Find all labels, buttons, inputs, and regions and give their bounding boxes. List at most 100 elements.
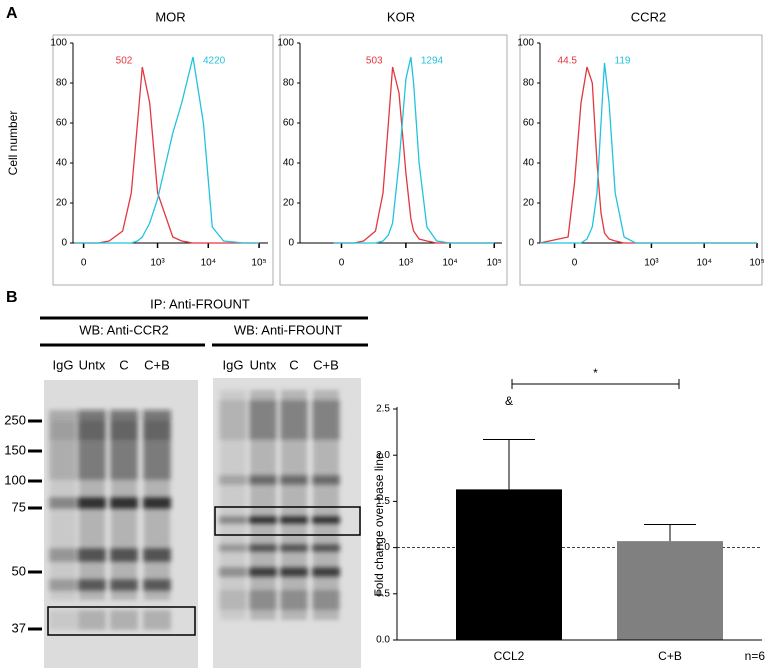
band — [78, 548, 106, 562]
panel-frame — [279, 34, 508, 286]
y-tick-label: 1.5 — [376, 496, 390, 507]
panel-label: A — [6, 5, 18, 22]
y-tick-label: 20 — [523, 198, 535, 209]
x-tick-label: 10³ — [150, 258, 165, 269]
ip-label: IP: Anti-FROUNT — [150, 296, 250, 311]
band — [49, 548, 77, 562]
x-tick-label: CCL2 — [494, 649, 525, 663]
highlight-box — [214, 506, 361, 536]
x-tick-label: 0 — [339, 258, 345, 269]
band — [312, 590, 340, 610]
x-tick-label: 0 — [81, 258, 87, 269]
lane-label: C — [289, 357, 298, 372]
y-tick-label: 0.0 — [376, 635, 390, 646]
band — [49, 497, 77, 509]
marker-label: 100 — [4, 472, 26, 487]
y-tick-label: 80 — [523, 78, 535, 89]
y-tick-label: 100 — [517, 38, 534, 49]
marker-label: 75 — [12, 499, 26, 514]
y-tick-label: 100 — [50, 38, 67, 49]
histogram-line — [74, 66, 260, 244]
bar — [617, 541, 723, 640]
peak-label: 119 — [615, 56, 631, 67]
band — [219, 544, 247, 552]
band — [110, 610, 138, 630]
band — [219, 400, 247, 440]
histogram-line — [333, 56, 495, 244]
y-tick-label: 0.5 — [376, 588, 390, 599]
lane-label: IgG — [223, 357, 244, 372]
histogram-line — [74, 56, 260, 244]
y-tick-label: 20 — [56, 198, 68, 209]
marker-label: & — [505, 394, 513, 408]
peak-label: 4220 — [203, 56, 226, 67]
band — [110, 410, 138, 440]
band — [249, 475, 277, 485]
band — [249, 544, 277, 552]
lane-label: C — [119, 357, 128, 372]
band — [249, 567, 277, 577]
band — [219, 567, 247, 577]
band — [110, 579, 138, 591]
band — [312, 400, 340, 440]
band — [312, 544, 340, 552]
x-tick-label: 0 — [572, 258, 578, 269]
blot-bands — [49, 390, 340, 630]
y-tick-label: 40 — [283, 158, 295, 169]
y-tick-label: 60 — [283, 118, 295, 129]
histogram-line — [540, 62, 757, 244]
peak-label: 1294 — [421, 56, 444, 67]
band — [143, 579, 171, 591]
wb-label: WB: Anti-CCR2 — [79, 322, 169, 337]
panel-frame — [519, 34, 763, 286]
y-tick-label: 40 — [523, 158, 535, 169]
band — [49, 579, 77, 591]
band — [78, 610, 106, 630]
x-tick-label: C+B — [658, 649, 682, 663]
band — [143, 410, 171, 440]
band — [219, 590, 247, 610]
x-tick-label: 10⁵ — [251, 258, 266, 269]
chart-title: MOR — [155, 9, 185, 24]
marker-label: 50 — [12, 563, 26, 578]
band — [143, 497, 171, 509]
band — [78, 440, 106, 480]
band — [49, 440, 77, 480]
x-tick-label: 10⁴ — [442, 258, 457, 269]
lane-label: Untx — [250, 357, 277, 372]
band — [249, 400, 277, 440]
x-tick-label: 10³ — [399, 258, 414, 269]
band — [78, 410, 106, 440]
lane-label: IgG — [53, 357, 74, 372]
y-tick-label: 20 — [283, 198, 295, 209]
band — [219, 516, 247, 524]
lane-label: C+B — [144, 357, 170, 372]
band — [280, 400, 308, 440]
peak-label: 502 — [116, 56, 133, 67]
y-axis-label: Cell number — [6, 111, 20, 176]
band — [49, 410, 77, 440]
panel-frame — [52, 34, 274, 286]
x-tick-label: 10⁵ — [487, 258, 502, 269]
band — [280, 590, 308, 610]
band — [78, 497, 106, 509]
y-tick-label: 80 — [56, 78, 68, 89]
y-tick-label: 0 — [528, 238, 534, 249]
y-axis-label: Fold change over base line — [372, 452, 386, 596]
band — [78, 579, 106, 591]
band — [143, 610, 171, 630]
y-tick-label: 100 — [277, 38, 294, 49]
y-tick-label: 80 — [283, 78, 295, 89]
y-tick-label: 0 — [61, 238, 67, 249]
histogram-line — [539, 66, 757, 244]
bar — [456, 489, 562, 640]
marker-label: 150 — [4, 442, 26, 457]
band — [219, 475, 247, 485]
band — [280, 475, 308, 485]
y-tick-label: 2.0 — [376, 450, 390, 461]
band — [249, 590, 277, 610]
band — [280, 544, 308, 552]
band — [143, 440, 171, 480]
x-tick-label: 10⁴ — [696, 258, 711, 269]
